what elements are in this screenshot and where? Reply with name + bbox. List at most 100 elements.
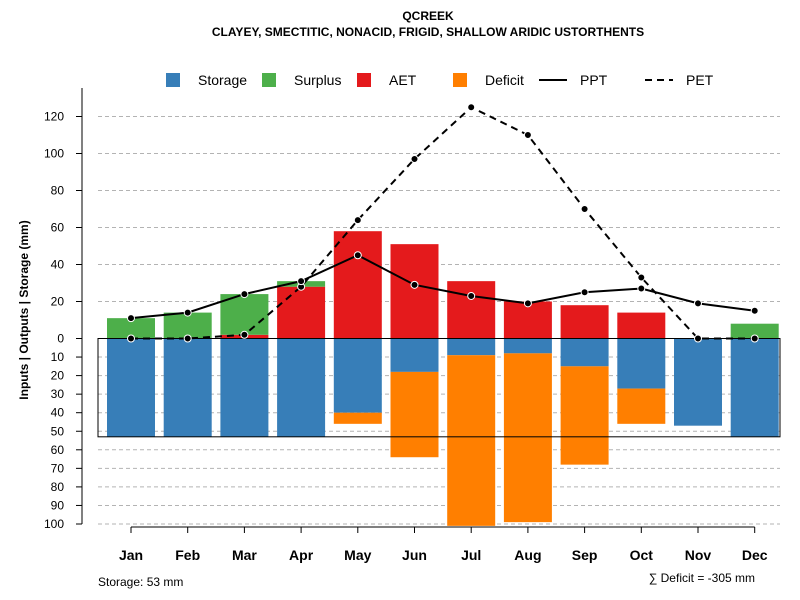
- surplus-bar-mar: [220, 294, 269, 335]
- surplus-bar-feb: [163, 312, 212, 339]
- aet-bar-may: [333, 231, 382, 339]
- aet-bar-jun: [390, 244, 439, 339]
- aet-bar-jul: [447, 281, 496, 339]
- y-tick-label: 120: [44, 110, 64, 124]
- y-tick-label: 50: [51, 424, 65, 438]
- legend-label-pet: PET: [686, 72, 714, 88]
- legend-label-deficit: Deficit: [485, 72, 524, 88]
- aet-bar-aug: [503, 301, 552, 339]
- storage-bar-jun: [390, 338, 439, 372]
- storage-bar-jan: [107, 338, 155, 437]
- storage-capacity-box: [97, 338, 781, 438]
- deficit-bar-oct: [617, 388, 666, 424]
- ppt-point: [240, 290, 249, 299]
- ppt-point: [580, 288, 589, 297]
- ppt-point: [410, 280, 419, 289]
- ppt-point: [297, 277, 306, 286]
- pet-point: [750, 334, 759, 343]
- deficit-bar-sep: [560, 366, 609, 465]
- deficit-sum-note: ∑ Deficit = -305 mm: [649, 571, 755, 585]
- y-tick-label: 70: [51, 461, 65, 475]
- ppt-point: [127, 314, 135, 323]
- x-tick-label-sep: Sep: [572, 547, 598, 563]
- aet-bar-apr: [277, 286, 326, 339]
- deficit-bar-aug: [503, 353, 552, 523]
- chart-subtitle: CLAYEY, SMECTITIC, NONACID, FRIGID, SHAL…: [212, 25, 644, 39]
- ppt-line: [130, 254, 755, 320]
- legend-label-storage: Storage: [198, 72, 247, 88]
- x-tick-label-nov: Nov: [685, 547, 712, 563]
- deficit-bar-jul: [447, 355, 496, 526]
- x-tick-label-mar: Mar: [232, 547, 257, 563]
- pet-point: [694, 334, 702, 343]
- x-tick-label-jun: Jun: [402, 547, 427, 563]
- axes: 0 20 40 60 80 100 120 10 20 30 40 50 60 70 80 90 100 Jan F…: [44, 88, 768, 563]
- storage-bar-may: [333, 338, 382, 413]
- storage-bar-mar: [220, 338, 269, 437]
- y-tick-label: 100: [44, 147, 64, 161]
- bars: [97, 231, 781, 526]
- ppt-point: [694, 299, 702, 308]
- storage-bar-feb: [163, 338, 212, 437]
- y-tick-label: 80: [51, 184, 65, 198]
- x-tick-label-feb: Feb: [175, 547, 200, 563]
- legend-label-ppt: PPT: [580, 72, 608, 88]
- legend-swatch-storage: [166, 73, 180, 87]
- y-tick-label: 60: [51, 443, 65, 457]
- y-tick-label: 20: [51, 295, 65, 309]
- legend-label-aet: AET: [389, 72, 417, 88]
- y-tick-label: 60: [51, 221, 65, 235]
- pet-point: [127, 334, 135, 343]
- ppt-point: [183, 308, 192, 317]
- pet-point: [183, 334, 192, 343]
- x-tick-label-oct: Oct: [630, 547, 654, 563]
- y-tick-label: 90: [51, 498, 65, 512]
- ppt-point: [523, 299, 532, 308]
- pet-point: [467, 103, 476, 112]
- storage-bar-apr: [277, 338, 326, 437]
- y-tick-label: 80: [51, 480, 65, 494]
- legend-swatch-surplus: [262, 73, 276, 87]
- ppt-point: [637, 284, 646, 293]
- storage-bar-aug: [503, 338, 552, 354]
- legend-label-surplus: Surplus: [294, 72, 341, 88]
- x-tick-label-jan: Jan: [119, 547, 143, 563]
- legend: Storage Surplus AET Deficit PPT PET: [166, 72, 714, 88]
- y-tick-label: 0: [57, 332, 64, 346]
- surplus-bar-jan: [107, 318, 155, 339]
- legend-swatch-deficit: [453, 73, 467, 87]
- pet-point: [410, 155, 419, 164]
- y-tick-label: 30: [51, 387, 65, 401]
- storage-bar-jul: [447, 338, 496, 356]
- pet-point: [637, 273, 646, 282]
- aet-bar-oct: [617, 312, 666, 339]
- ppt-point: [750, 306, 759, 315]
- deficit-bar-jun: [390, 371, 439, 458]
- y-tick-label: 20: [51, 369, 65, 383]
- x-tick-label-apr: Apr: [289, 547, 314, 563]
- y-axis-label: Inputs | Outputs | Storage (mm): [17, 220, 31, 399]
- ppt-point: [467, 291, 476, 300]
- pet-point: [523, 131, 532, 139]
- x-tick-label-may: May: [344, 547, 371, 563]
- storage-bar-dec: [730, 338, 779, 437]
- storage-note: Storage: 53 mm: [98, 575, 183, 589]
- x-tick-label-jul: Jul: [461, 547, 481, 563]
- pet-point: [240, 330, 249, 339]
- storage-bar-sep: [560, 338, 609, 367]
- ppt-point: [353, 251, 362, 260]
- storage-bar-oct: [617, 338, 666, 389]
- pet-point: [580, 205, 589, 213]
- y-tick-label: 40: [51, 258, 65, 272]
- pet-line: [131, 106, 755, 340]
- series-lines: [127, 103, 759, 343]
- pet-point: [353, 216, 362, 225]
- legend-swatch-aet: [357, 73, 371, 87]
- deficit-bar-may: [333, 412, 382, 424]
- y-tick-label: 40: [51, 406, 65, 420]
- y-tick-label: 10: [51, 350, 65, 364]
- x-tick-label-aug: Aug: [514, 547, 541, 563]
- x-tick-label-dec: Dec: [742, 547, 768, 563]
- chart-title: QCREEK: [402, 9, 454, 23]
